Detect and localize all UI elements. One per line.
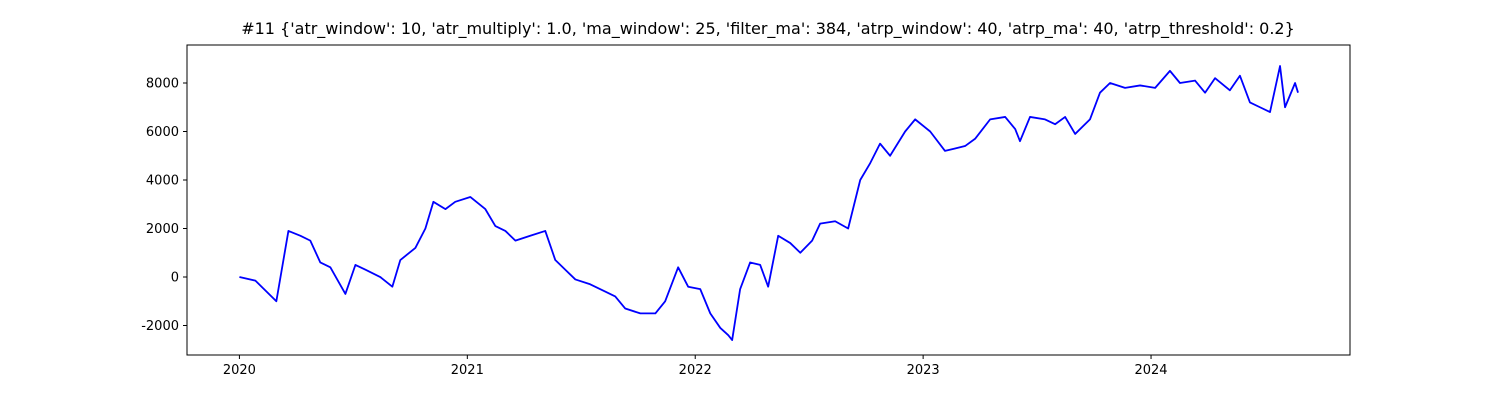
y-tick-label: 6000	[146, 125, 179, 140]
x-tick-label: 2022	[679, 363, 712, 378]
y-tick-label: 4000	[146, 174, 179, 189]
axes-frame	[186, 44, 1351, 356]
y-tick-label: 2000	[146, 222, 179, 237]
x-tick-label: 2021	[451, 363, 484, 378]
chart-title: #11 {'atr_window': 10, 'atr_multiply': 1…	[241, 19, 1295, 39]
x-tick-label: 2020	[223, 363, 256, 378]
x-tick-label: 2024	[1134, 363, 1167, 378]
y-tick-label: -2000	[141, 319, 179, 334]
y-tick-label: 0	[171, 271, 179, 286]
y-tick-label: 8000	[146, 77, 179, 92]
line-series	[239, 65, 1299, 341]
x-tick-label: 2023	[907, 363, 940, 378]
